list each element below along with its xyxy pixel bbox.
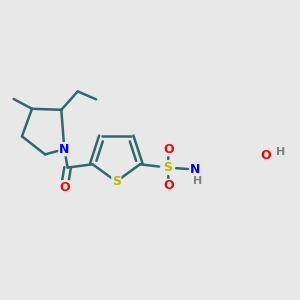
Text: S: S — [112, 175, 121, 188]
Text: O: O — [164, 143, 174, 156]
Text: O: O — [59, 181, 70, 194]
Text: O: O — [261, 148, 272, 162]
Text: N: N — [190, 163, 200, 176]
Text: H: H — [193, 176, 202, 186]
Text: O: O — [164, 179, 174, 192]
Text: H: H — [276, 147, 285, 157]
Text: S: S — [163, 161, 172, 174]
Text: N: N — [59, 143, 70, 156]
